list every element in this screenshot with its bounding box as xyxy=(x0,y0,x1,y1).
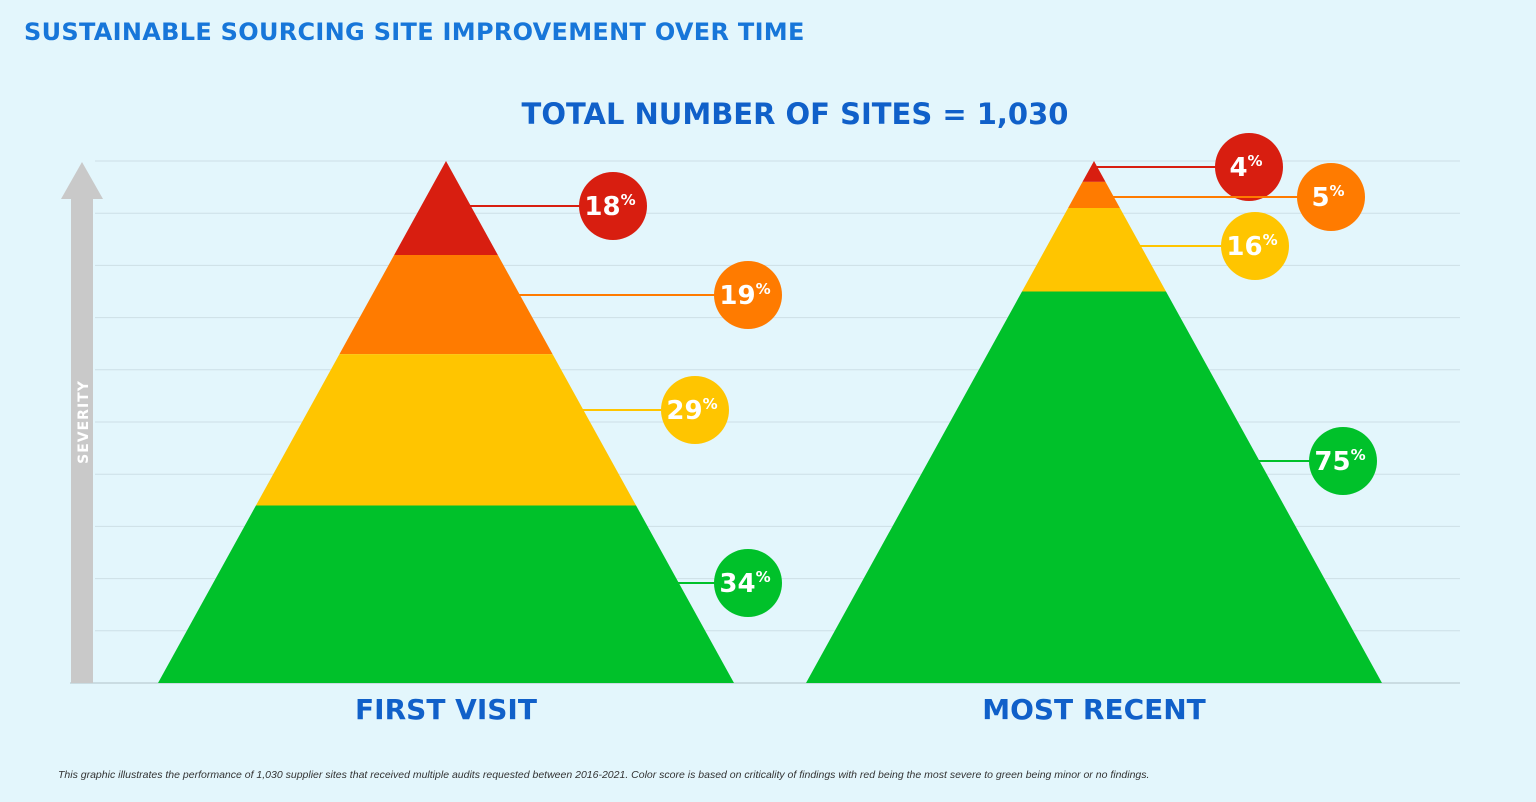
pyramid-segment-red xyxy=(1082,161,1106,182)
value-bubble xyxy=(714,549,782,617)
value-bubble xyxy=(1309,427,1377,495)
value-bubble xyxy=(1221,212,1289,280)
percent-sign: % xyxy=(1351,446,1366,464)
value-label: 34% xyxy=(719,568,770,599)
value-bubble xyxy=(661,376,729,444)
pyramid-segment-orange xyxy=(1068,181,1120,208)
value-bubble xyxy=(1297,163,1365,231)
percent-sign: % xyxy=(1248,152,1263,170)
percent-sign: % xyxy=(756,280,771,298)
pyramid-segment-red xyxy=(394,161,498,255)
value-bubble xyxy=(1215,133,1283,201)
pyramid-0: 18%19%29%34%FIRST VISIT xyxy=(158,161,782,726)
value-bubble xyxy=(714,261,782,329)
percent-sign: % xyxy=(1263,231,1278,249)
page-title: SUSTAINABLE SOURCING SITE IMPROVEMENT OV… xyxy=(24,18,805,46)
pyramid-segment-orange xyxy=(339,254,553,355)
value-bubble xyxy=(579,172,647,240)
pyramid-segment-green xyxy=(806,291,1382,683)
pyramid-segment-yellow xyxy=(255,354,637,506)
pyramid-1: 4%5%16%75%MOST RECENT xyxy=(806,133,1382,726)
pyramid-label: FIRST VISIT xyxy=(355,693,537,726)
footnote: This graphic illustrates the performance… xyxy=(58,769,1150,781)
value-label: 29% xyxy=(666,395,717,426)
percent-sign: % xyxy=(621,191,636,209)
percent-sign: % xyxy=(1330,182,1345,200)
percent-sign: % xyxy=(756,568,771,586)
severity-arrow-shaft xyxy=(71,197,93,683)
pyramid-segment-green xyxy=(158,505,734,683)
severity-arrow-head xyxy=(61,162,103,199)
chart-subtitle: TOTAL NUMBER OF SITES = 1,030 xyxy=(521,97,1069,131)
percent-sign: % xyxy=(703,395,718,413)
severity-axis-label: SEVERITY xyxy=(76,380,92,464)
pyramid-label: MOST RECENT xyxy=(982,693,1206,726)
pyramid-segment-yellow xyxy=(1022,207,1166,292)
